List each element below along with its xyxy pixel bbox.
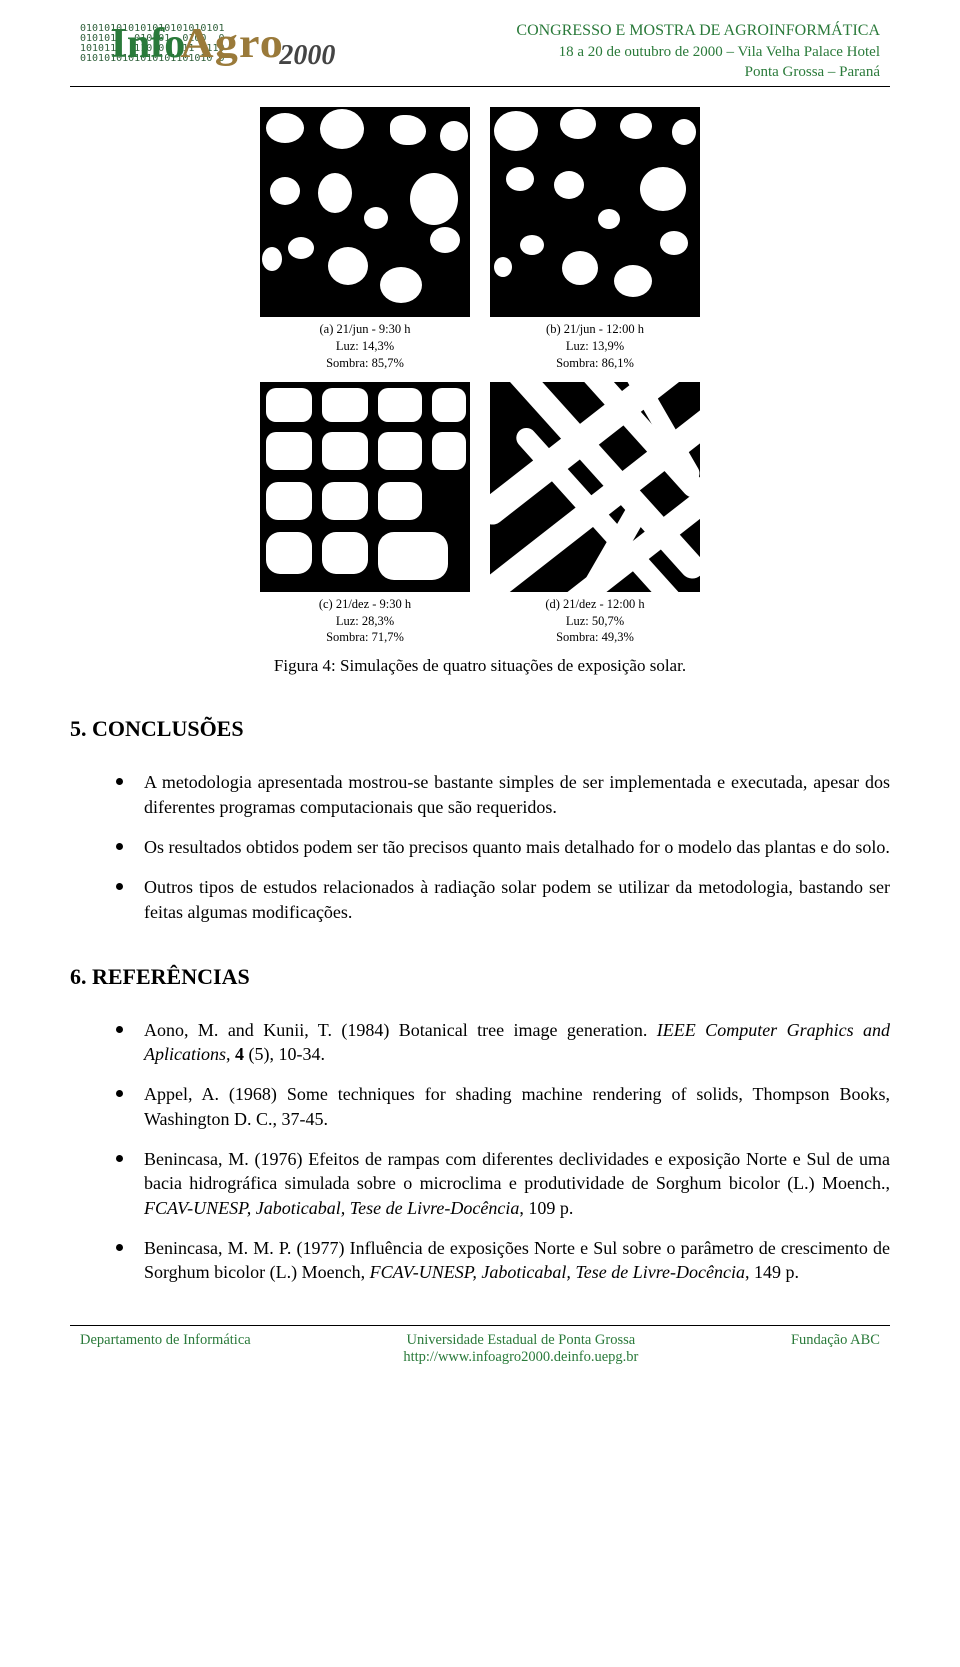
section-conclusoes-title: 5. CONCLUSÕES bbox=[70, 716, 890, 742]
header-line1: CONGRESSO E MOSTRA DE AGROINFORMÁTICA bbox=[516, 20, 880, 42]
caption-a-line1: (a) 21/jun - 9:30 h bbox=[260, 321, 470, 338]
figure4-panel-c bbox=[260, 382, 470, 592]
caption-b-line2: Luz: 13,9% bbox=[490, 338, 700, 355]
reference-item: Appel, A. (1968) Some techniques for sha… bbox=[116, 1082, 890, 1131]
conclusions-list: A metodologia apresentada mostrou-se bas… bbox=[70, 770, 890, 923]
conclusion-item: Os resultados obtidos podem ser tão prec… bbox=[116, 835, 890, 859]
figure4-caption-a: (a) 21/jun - 9:30 h Luz: 14,3% Sombra: 8… bbox=[260, 321, 470, 372]
section-referencias-title: 6. REFERÊNCIAS bbox=[70, 964, 890, 990]
figure4-panel-d bbox=[490, 382, 700, 592]
footer-rule bbox=[70, 1325, 890, 1326]
logo-text: InfoAgro bbox=[111, 20, 280, 68]
logo-year: 2000 bbox=[279, 40, 335, 72]
figure4-panel-a bbox=[260, 107, 470, 317]
figure4-panel-b bbox=[490, 107, 700, 317]
figure4: (a) 21/jun - 9:30 h Luz: 14,3% Sombra: 8… bbox=[260, 107, 700, 646]
header-line3: Ponta Grossa – Paraná bbox=[516, 62, 880, 82]
footer-center-line2: http://www.infoagro2000.deinfo.uepg.br bbox=[403, 1349, 638, 1366]
conclusion-item: Outros tipos de estudos relacionados à r… bbox=[116, 875, 890, 924]
caption-b-line1: (b) 21/jun - 12:00 h bbox=[490, 321, 700, 338]
caption-c-line3: Sombra: 71,7% bbox=[260, 629, 470, 646]
reference-item: Benincasa, M. M. P. (1977) Influência de… bbox=[116, 1236, 890, 1285]
reference-item: Benincasa, M. (1976) Efeitos de rampas c… bbox=[116, 1147, 890, 1220]
page-footer: Departamento de Informática Universidade… bbox=[70, 1332, 890, 1366]
references-list: Aono, M. and Kunii, T. (1984) Botanical … bbox=[70, 1018, 890, 1285]
caption-a-line3: Sombra: 85,7% bbox=[260, 355, 470, 372]
footer-right: Fundação ABC bbox=[791, 1332, 880, 1366]
figure4-caption-d: (d) 21/dez - 12:00 h Luz: 50,7% Sombra: … bbox=[490, 596, 700, 647]
header-rule bbox=[70, 86, 890, 87]
footer-center: Universidade Estadual de Ponta Grossa ht… bbox=[403, 1332, 638, 1366]
page-header: 010101010101010101010101 010101 010101 0… bbox=[70, 20, 890, 82]
logo-agro: Agro bbox=[180, 20, 284, 68]
caption-c-line2: Luz: 28,3% bbox=[260, 613, 470, 630]
header-line2: 18 a 20 de outubro de 2000 – Vila Velha … bbox=[516, 42, 880, 62]
header-right: CONGRESSO E MOSTRA DE AGROINFORMÁTICA 18… bbox=[516, 20, 880, 82]
caption-c-line1: (c) 21/dez - 9:30 h bbox=[260, 596, 470, 613]
caption-d-line2: Luz: 50,7% bbox=[490, 613, 700, 630]
footer-center-line1: Universidade Estadual de Ponta Grossa bbox=[403, 1332, 638, 1349]
conclusion-item: A metodologia apresentada mostrou-se bas… bbox=[116, 770, 890, 819]
caption-d-line1: (d) 21/dez - 12:00 h bbox=[490, 596, 700, 613]
logo-info: Info bbox=[111, 21, 186, 67]
figure4-caption-b: (b) 21/jun - 12:00 h Luz: 13,9% Sombra: … bbox=[490, 321, 700, 372]
caption-d-line3: Sombra: 49,3% bbox=[490, 629, 700, 646]
caption-a-line2: Luz: 14,3% bbox=[260, 338, 470, 355]
figure4-main-caption: Figura 4: Simulações de quatro situações… bbox=[70, 656, 890, 676]
figure4-caption-c: (c) 21/dez - 9:30 h Luz: 28,3% Sombra: 7… bbox=[260, 596, 470, 647]
reference-item: Aono, M. and Kunii, T. (1984) Botanical … bbox=[116, 1018, 890, 1067]
footer-left: Departamento de Informática bbox=[80, 1332, 251, 1366]
logo-block: 010101010101010101010101 010101 010101 0… bbox=[80, 20, 341, 68]
caption-b-line3: Sombra: 86,1% bbox=[490, 355, 700, 372]
